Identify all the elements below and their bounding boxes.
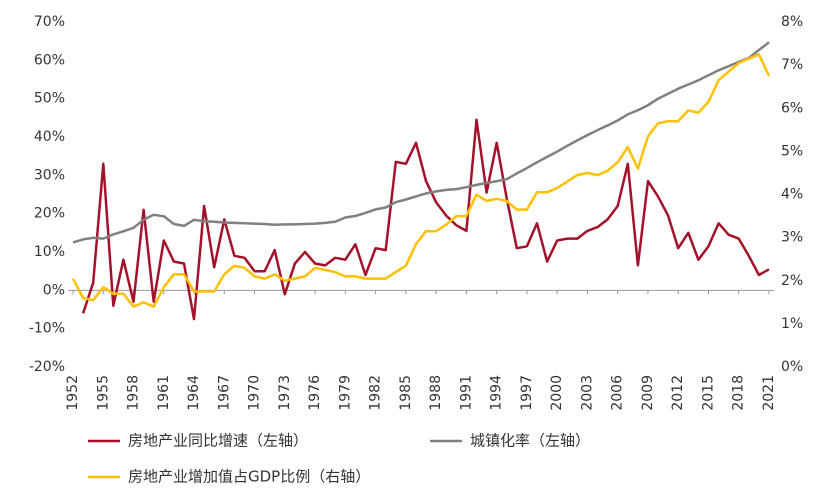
y-tick-label: 20% [34,206,65,222]
y-tick-label: 40% [34,129,65,145]
x-tick-label: 2015 [700,375,716,411]
legend-label: 城镇化率（左轴） [470,432,590,450]
y2-tick-label: 8% [781,14,803,30]
y-tick-label: 0% [43,282,65,298]
x-tick-label: 2003 [579,375,595,411]
x-tick-label: 1982 [368,375,384,411]
legend-label: 房地产业同比增速（左轴） [128,432,308,450]
y-tick-label: 10% [34,244,65,260]
x-tick-label: 1961 [156,375,172,411]
y-tick-label: 30% [34,167,65,183]
x-tick-label: 1994 [489,375,505,411]
x-tick-label: 1976 [307,375,323,411]
x-tick-label: 1958 [126,375,142,411]
legend-label: 房地产业增加值占GDP比例（右轴） [128,468,370,486]
x-tick-label: 2018 [731,375,747,411]
x-tick-label: 2000 [549,375,565,411]
y2-tick-label: 4% [781,187,803,203]
y2-tick-label: 7% [781,57,803,73]
x-tick-label: 2012 [670,375,686,411]
x-tick-label: 1991 [458,375,474,411]
x-tick-label: 2009 [640,375,656,411]
series-line [81,118,770,321]
y2-tick-label: 5% [781,143,803,159]
x-tick-label: 2006 [610,375,626,411]
x-tick-label: 1970 [247,375,263,411]
y-tick-label: -10% [29,321,65,337]
series-line [71,53,771,308]
y-tick-label: 50% [34,91,65,107]
y2-tick-label: 1% [781,316,803,332]
y2-tick-label: 2% [781,273,803,289]
x-tick-label: 1979 [337,375,353,411]
y2-tick-label: 3% [781,230,803,246]
x-tick-label: 1964 [186,375,202,411]
y2-tick-label: 6% [781,100,803,116]
x-tick-label: 2021 [761,375,777,411]
x-tick-label: 1955 [95,375,111,411]
series-line [72,41,770,244]
x-tick-label: 1952 [65,375,81,411]
x-tick-label: 1988 [428,375,444,411]
x-tick-label: 1985 [398,375,414,411]
x-tick-label: 1973 [277,375,293,411]
x-tick-label: 1967 [216,375,232,411]
y-tick-label: 60% [34,52,65,68]
y-tick-label: 70% [34,14,65,30]
y2-tick-label: 0% [781,359,803,375]
x-tick-label: 1997 [519,375,535,411]
y-tick-label: -20% [29,359,65,375]
